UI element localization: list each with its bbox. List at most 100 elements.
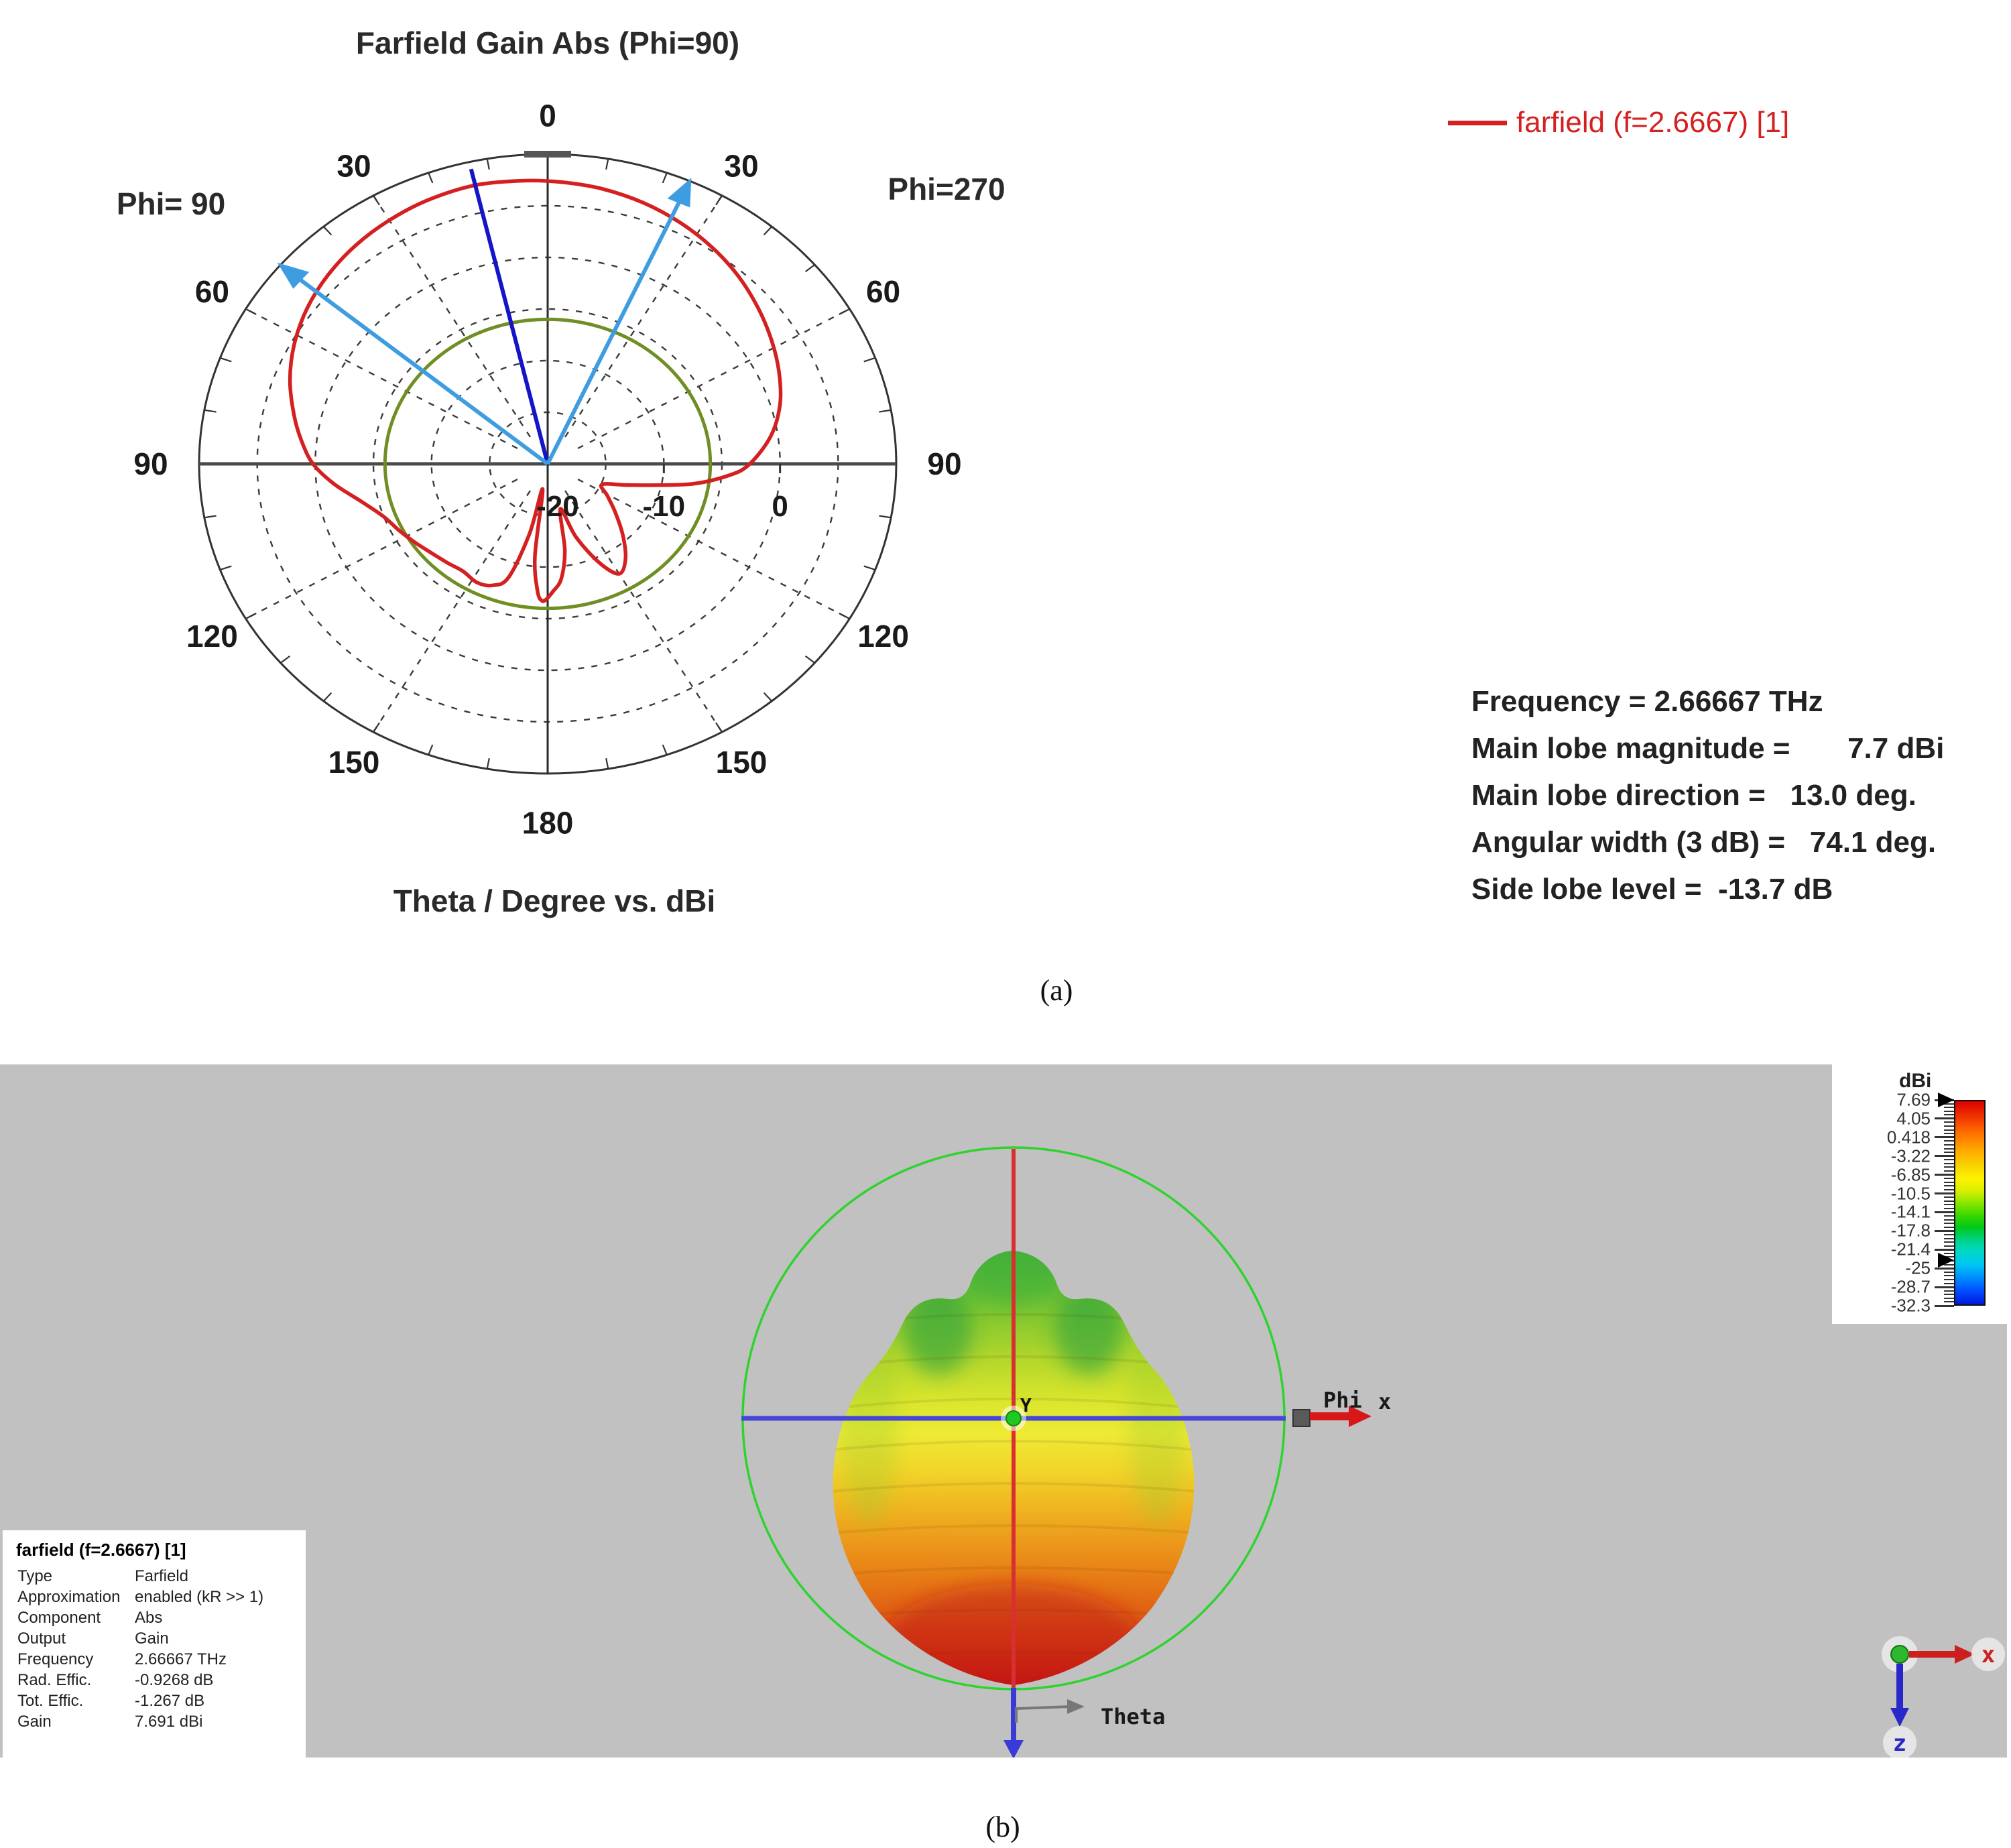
colorbar-minor-tick — [1944, 1275, 1954, 1277]
zero-deg-marker — [524, 150, 571, 158]
rim-tick — [863, 565, 875, 571]
grid-spoke — [577, 308, 850, 449]
phi-axis-knob — [1292, 1409, 1311, 1427]
angular-width-line — [546, 188, 688, 465]
theta-direction-arrow-head — [1067, 1699, 1085, 1714]
info-row-value: Farfield — [135, 1567, 189, 1585]
radial-label: -10 — [643, 490, 686, 523]
angle-label: 120 — [186, 619, 238, 654]
colorbar-tick-label: 4.05 — [1896, 1108, 1931, 1129]
info-row-label: Component — [17, 1609, 101, 1627]
colorbar-gradient — [1954, 1100, 1986, 1306]
colorbar-major-tick — [1935, 1136, 1954, 1139]
info-row-label: Approximation — [17, 1588, 121, 1606]
colorbar-minor-tick — [1944, 1129, 1954, 1131]
colorbar-minor-tick — [1944, 1271, 1954, 1273]
angle-label: 180 — [522, 806, 574, 841]
info-row-value: Abs — [135, 1609, 163, 1627]
colorbar-major-tick — [1935, 1286, 1954, 1288]
polar-axis-title: Theta / Degree vs. dBi — [393, 883, 716, 918]
polar-curves — [277, 168, 783, 611]
info-row-label: Gain — [17, 1713, 52, 1731]
theta-arrow-head — [1003, 1740, 1024, 1758]
info-row-label: Tot. Effic. — [17, 1692, 84, 1710]
rim-tick — [322, 692, 332, 702]
rim-tick — [763, 692, 773, 702]
colorbar-tick-label: -28.7 — [1890, 1276, 1931, 1297]
colorbar-minor-tick — [1944, 1185, 1954, 1187]
legend-label: farfield (f=2.6667) [1] — [1516, 106, 1790, 139]
polar-title: Farfield Gain Abs (Phi=90) — [356, 25, 739, 60]
stats-line: Main lobe direction = 13.0 deg. — [1471, 779, 1916, 812]
phi-left-label: Phi= 90 — [117, 186, 225, 221]
farfield-info-box: farfield (f=2.6667) [1] Type Farfield Appr… — [3, 1530, 306, 1758]
colorbar-minor-tick — [1944, 1170, 1954, 1172]
theta-direction-arrow — [1015, 1705, 1071, 1723]
angle-label: 90 — [133, 446, 168, 481]
grid-spoke — [372, 195, 532, 438]
radial-label: -20 — [536, 490, 579, 523]
grid-spoke — [577, 479, 850, 620]
rim-tick — [715, 722, 723, 733]
angle-label: 60 — [195, 274, 229, 309]
triad-origin-ball — [1890, 1645, 1909, 1664]
phi-right-label: Phi=270 — [888, 172, 1005, 206]
main-lobe-line — [469, 168, 550, 465]
colorbar-minor-tick — [1944, 1133, 1954, 1135]
polar-chart: Farfield Gain Abs (Phi=90) Phi= 90 Phi=2… — [117, 25, 1006, 918]
colorbar-major-tick — [1935, 1211, 1954, 1213]
colorbar-minor-tick — [1944, 1181, 1954, 1183]
angle-label: 120 — [857, 619, 909, 654]
colorbar-minor-tick — [1944, 1297, 1954, 1299]
triad-z-label-halo — [1883, 1726, 1916, 1758]
rim-tick — [879, 515, 892, 519]
phi-axis-label: Phi — [1323, 1388, 1362, 1413]
x-arrow-head — [1349, 1406, 1372, 1427]
caption-b: (b) — [985, 1810, 1020, 1843]
colorbar-tick-label: -3.22 — [1890, 1146, 1931, 1166]
info-row-value: enabled (kR >> 1) — [135, 1588, 264, 1606]
colorbar-tick-label: -21.4 — [1890, 1239, 1931, 1259]
info-row-label: Rad. Effic. — [17, 1671, 92, 1689]
rim-tick — [715, 195, 723, 206]
angle-label: 150 — [716, 745, 768, 780]
polar-axis-labels: 0 30 30 60 60 90 90 120 120 150 150 180 -20 -10 0 — [133, 98, 961, 840]
colorbar-major-tick — [1935, 1248, 1954, 1251]
rim-tick — [605, 758, 609, 769]
colorbar-range-marker — [1938, 1093, 1954, 1107]
info-row: Rad. Effic. -0.9268 dB — [3, 1670, 306, 1690]
colorbar-minor-tick — [1944, 1204, 1954, 1206]
info-box-rows: Type Farfield Approximation enabled (kR >> … — [3, 1566, 306, 1732]
farfield-3d-view: Phi x Theta Y x z — [741, 1146, 2005, 1758]
colorbar-minor-tick — [1944, 1233, 1954, 1235]
caption-a: (a) — [1040, 974, 1073, 1007]
legend-line-swatch — [1448, 120, 1507, 125]
stats-line: Side lobe level = -13.7 dB — [1471, 873, 1833, 906]
angle-label: 30 — [337, 148, 371, 183]
colorbar-major-tick — [1935, 1304, 1954, 1307]
info-row: Frequency 2.66667 THz — [3, 1649, 306, 1670]
colorbar-tick-label: -17.8 — [1890, 1220, 1931, 1241]
info-row-label: Type — [17, 1567, 53, 1585]
rim-tick — [605, 158, 609, 170]
angular-width-line — [286, 268, 549, 466]
info-row: Output Gain — [3, 1628, 306, 1649]
colorbar-minor-tick — [1944, 1148, 1954, 1150]
colorbar-minor-tick — [1944, 1294, 1954, 1296]
rim-tick — [486, 758, 490, 769]
colorbar-minor-tick — [1944, 1301, 1954, 1303]
colorbar-minor-tick — [1944, 1125, 1954, 1127]
angle-label: 90 — [927, 446, 961, 481]
info-row-label: Frequency — [17, 1650, 94, 1668]
info-row: Tot. Effic. -1.267 dB — [3, 1690, 306, 1711]
farfield-stats-block: Frequency = 2.66667 THz Main lobe magnitu… — [1471, 678, 1944, 913]
angle-label: 0 — [539, 98, 556, 133]
colorbar-minor-tick — [1944, 1200, 1954, 1202]
stats-line: Main lobe magnitude = 7.7 dBi — [1471, 732, 1945, 765]
colorbar-panel: dBi 7.69 4.05 0.418 -3.22 -6.85 -10.5 -14.1 -17… — [1832, 1064, 2007, 1324]
colorbar-major-tick — [1935, 1267, 1954, 1270]
rim-tick — [839, 613, 850, 619]
origin-dot — [1006, 1410, 1022, 1426]
rim-tick — [373, 195, 380, 206]
